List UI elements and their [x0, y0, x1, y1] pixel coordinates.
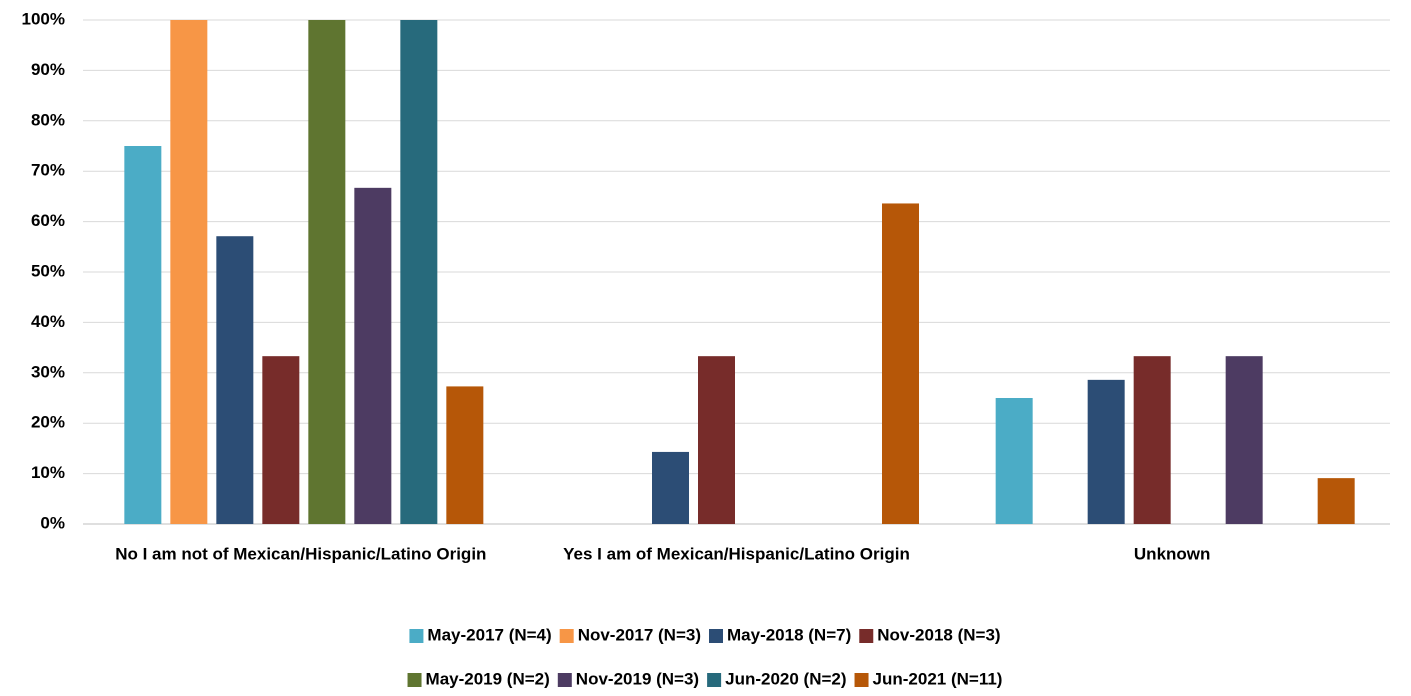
legend-swatch	[854, 673, 869, 687]
legend-swatch	[407, 673, 422, 687]
legend-swatch	[859, 629, 874, 643]
bar	[652, 451, 689, 524]
x-tick-label: Yes I am of Mexican/Hispanic/Latino Orig…	[563, 544, 910, 563]
bar	[124, 146, 162, 524]
bar	[1317, 478, 1355, 524]
bar	[995, 398, 1033, 524]
legend-label: Jun-2020 (N=2)	[725, 669, 846, 688]
bar	[216, 236, 254, 524]
y-tick-label: 90%	[31, 60, 65, 79]
y-tick-label: 40%	[31, 312, 65, 331]
legend-row: May-2017 (N=4) Nov-2017 (N=3) May-2018 (N=…	[409, 625, 1001, 644]
bar	[1133, 356, 1171, 524]
bar	[1087, 379, 1125, 524]
x-tick-label: Unknown	[1134, 544, 1211, 563]
bar	[354, 187, 392, 524]
y-tick-label: 80%	[31, 110, 65, 129]
y-tick-label: 10%	[31, 463, 65, 482]
y-tick-label: 30%	[31, 362, 65, 381]
x-tick-label: No I am not of Mexican/Hispanic/Latino O…	[115, 544, 486, 563]
legend-swatch	[557, 673, 572, 687]
bar	[446, 386, 484, 524]
y-tick-label: 60%	[31, 211, 65, 230]
legend-label: Jun-2021 (N=11)	[873, 669, 1003, 688]
bar	[170, 20, 208, 524]
legend-label: May-2019 (N=2)	[426, 669, 550, 688]
legend-row: May-2019 (N=2) Nov-2019 (N=3) Jun-2020 (N=…	[407, 669, 1003, 688]
legend-label: Nov-2017 (N=3)	[578, 625, 701, 644]
bar	[698, 356, 735, 524]
legend-swatch	[409, 629, 424, 643]
y-tick-label: 0%	[40, 513, 65, 532]
legend-label: Nov-2019 (N=3)	[576, 669, 699, 688]
bar	[882, 203, 919, 524]
legend-swatch	[559, 629, 574, 643]
legend-label: May-2017 (N=4)	[427, 625, 551, 644]
bar	[262, 356, 300, 524]
y-tick-label: 50%	[31, 261, 65, 280]
bar	[400, 20, 438, 524]
y-tick-label: 70%	[31, 161, 65, 180]
legend-swatch	[707, 673, 722, 687]
legend-label: Nov-2018 (N=3)	[877, 625, 1000, 644]
y-tick-label: 100%	[22, 9, 65, 28]
y-tick-label: 20%	[31, 413, 65, 432]
bar	[308, 20, 346, 524]
legend-label: May-2018 (N=7)	[727, 625, 851, 644]
bar	[1225, 356, 1263, 524]
legend-swatch	[709, 629, 723, 643]
